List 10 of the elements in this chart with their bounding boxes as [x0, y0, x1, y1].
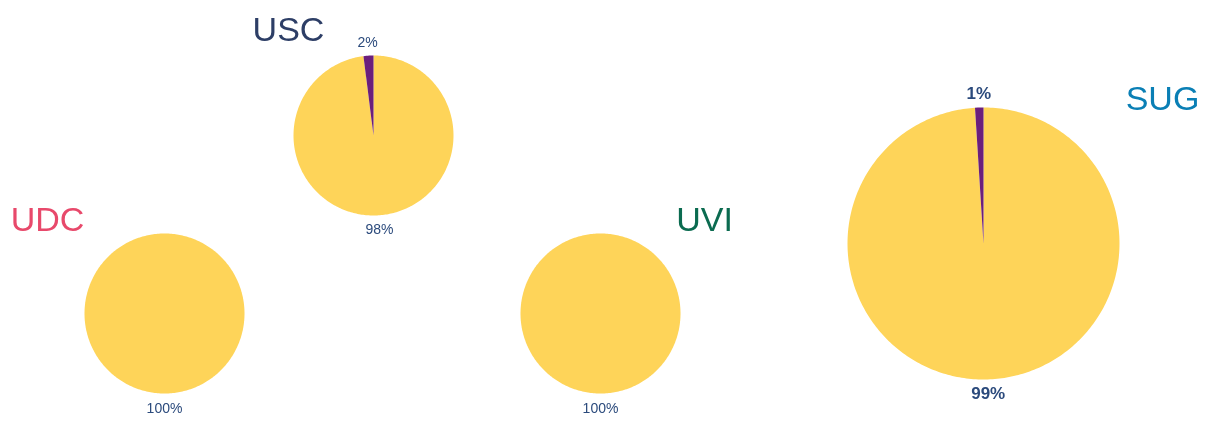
chart-title: SUG — [1125, 78, 1200, 117]
chart-title: UDC — [10, 199, 85, 238]
data-label: 2% — [357, 33, 378, 50]
data-label: 100% — [582, 399, 619, 416]
data-label: 98% — [365, 221, 394, 238]
data-label: 99% — [971, 383, 1006, 403]
chart-title: UVI — [676, 199, 733, 238]
chart-title: USC — [252, 9, 325, 48]
data-label: 1% — [966, 84, 992, 104]
data-label: 100% — [146, 399, 183, 416]
